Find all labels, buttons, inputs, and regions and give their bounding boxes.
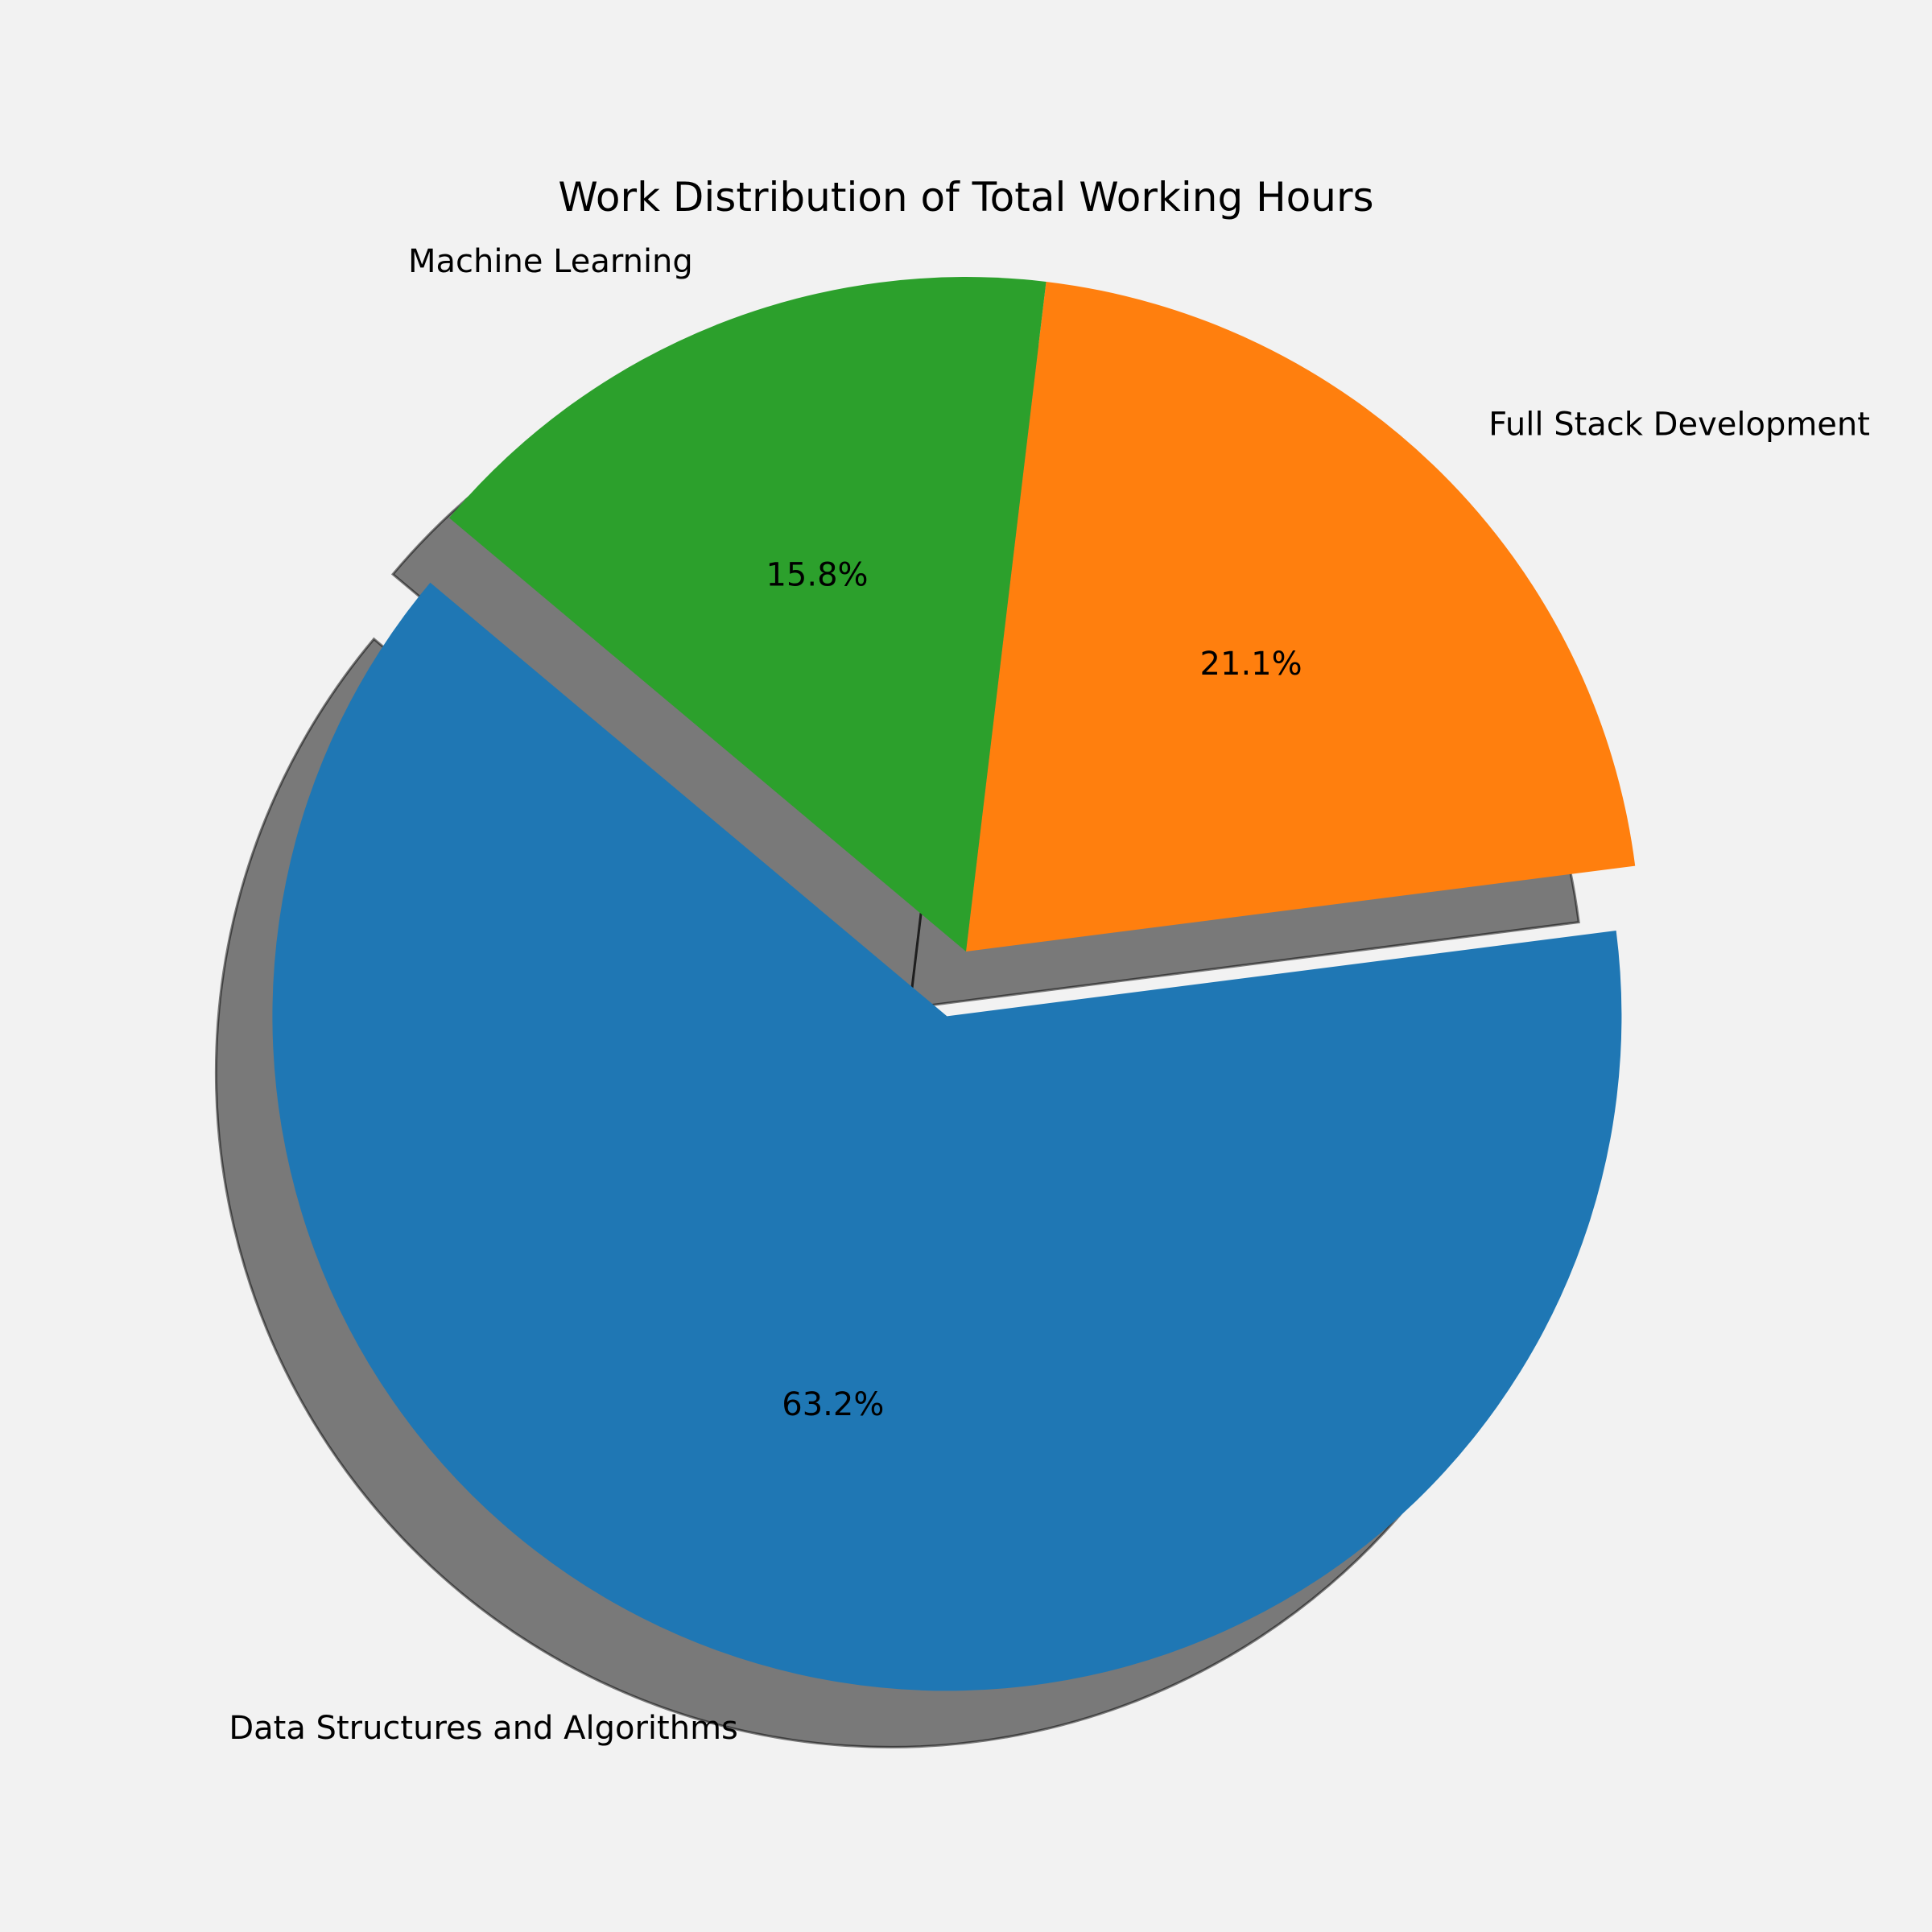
slice-percent-full-stack-development: 21.1% [1200,646,1302,683]
chart-title: Work Distribution of Total Working Hours [558,174,1373,221]
slice-label-data-structures-and-algorithms: Data Structures and Algorithms [229,1710,738,1747]
pie-slices [272,277,1636,1691]
pie-slice-full-stack-development [966,281,1636,952]
pie-labels: Data Structures and Algorithms 63.2% Full … [229,243,1870,1747]
pie-slice-data-structures-and-algorithms [272,582,1622,1691]
pie-slice-machine-learning [449,277,1046,952]
slice-percent-machine-learning: 15.8% [766,557,868,594]
slice-label-machine-learning: Machine Learning [408,243,693,280]
slice-percent-data-structures-and-algorithms: 63.2% [782,1386,884,1423]
slice-label-full-stack-development: Full Stack Development [1488,407,1870,444]
